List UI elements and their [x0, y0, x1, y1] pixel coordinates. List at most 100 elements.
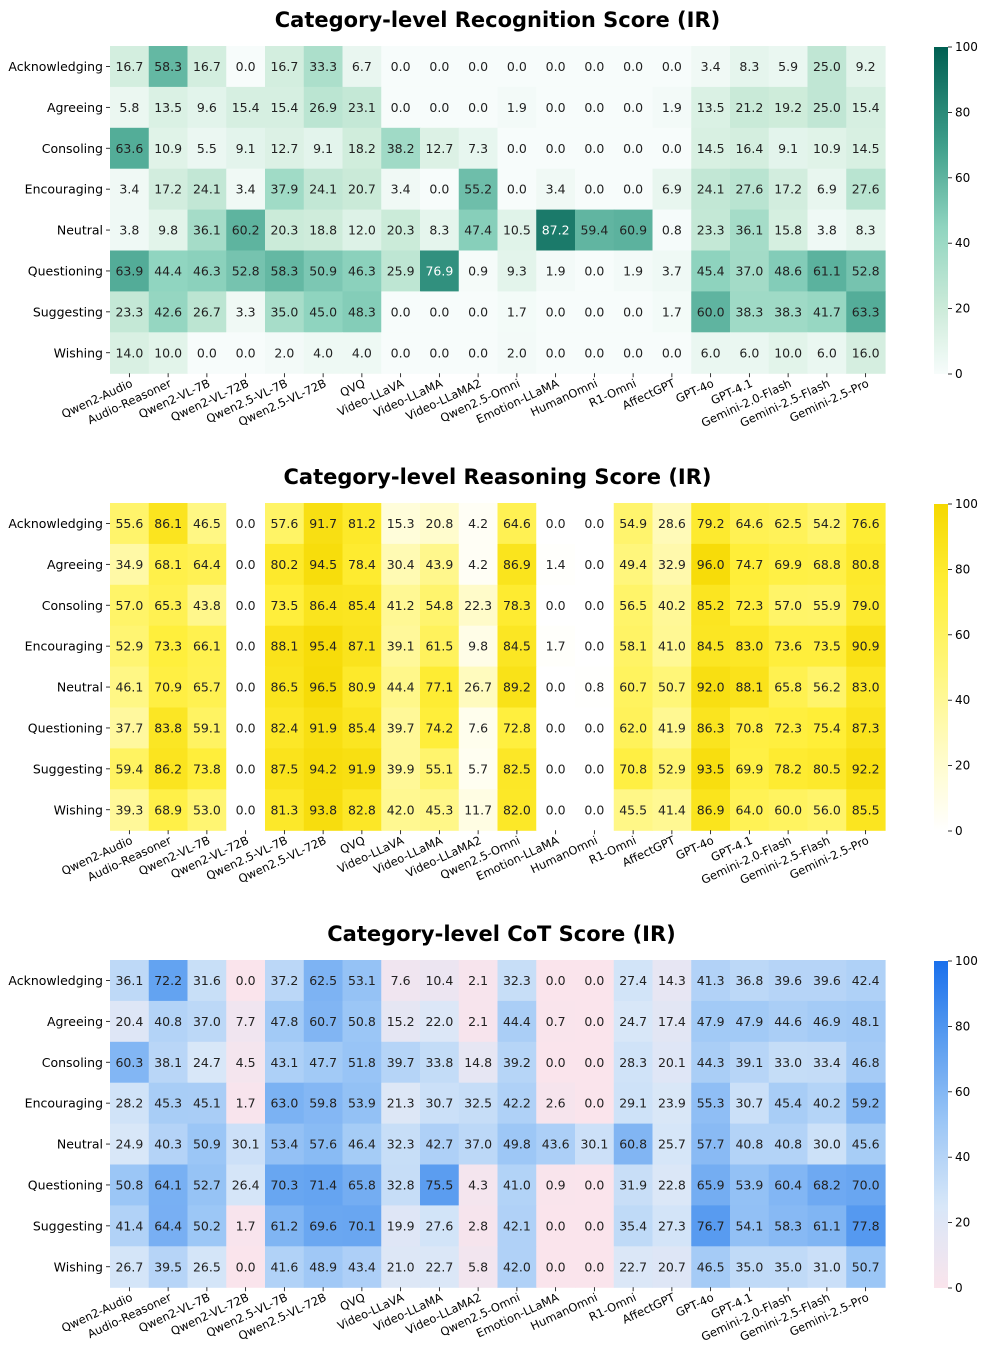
heatmap-cell [730, 1123, 770, 1166]
heatmap-cell [691, 789, 731, 831]
column-label: GPT-4o [673, 1290, 715, 1320]
cell-value-label: 89.2 [503, 680, 531, 695]
cell-value-label: 20.1 [658, 1055, 686, 1070]
cell-value-label: 73.5 [270, 598, 298, 613]
cell-value-label: 46.3 [348, 263, 376, 278]
cell-value-label: 96.5 [309, 680, 337, 695]
heatmap-cell [652, 748, 692, 790]
heatmap-cell [730, 666, 770, 709]
row-label: Questioning [28, 1177, 103, 1192]
cell-value-label: 24.1 [697, 182, 725, 197]
cell-value-label: 37.0 [464, 1137, 492, 1152]
cell-value-label: 86.9 [697, 802, 725, 817]
cell-value-label: 78.2 [774, 761, 802, 776]
cell-value-label: 57.7 [697, 1137, 725, 1152]
heatmap-panel-2: Category-level Reasoning Score (IR) 55.6 8… [8, 465, 978, 887]
cell-value-label: 8.3 [856, 223, 876, 238]
heatmap-cell [381, 1205, 421, 1247]
cell-value-label: 5.8 [119, 100, 139, 115]
heatmap-cell [730, 209, 770, 252]
heatmap-cell [768, 707, 809, 749]
cell-value-label: 33.3 [309, 59, 337, 74]
cell-value-label: 5.9 [778, 59, 798, 74]
cell-value-label: 96.0 [697, 557, 725, 572]
heatmap-cell [730, 127, 770, 170]
heatmap-cell [148, 1205, 189, 1247]
cell-value-label: 76.7 [697, 1218, 725, 1233]
cell-value-label: 72.3 [735, 598, 763, 613]
cell-value-label: 37.7 [115, 720, 143, 735]
heatmap-cell [691, 625, 731, 668]
heatmap-cell [381, 46, 421, 88]
heatmap-cell [846, 584, 886, 627]
heatmap-cell [458, 960, 499, 1002]
heatmap-cell [265, 127, 305, 170]
cell-value-label: 0.0 [584, 100, 604, 115]
cell-value-label: 19.9 [387, 1218, 415, 1233]
heatmap-cell [768, 789, 809, 831]
heatmap-cell [497, 291, 537, 333]
heatmap-cell [342, 1205, 382, 1247]
cell-value-label: 3.8 [119, 223, 139, 238]
colorbar-tick-label: 60 [955, 1085, 970, 1099]
heatmap-cell [807, 707, 847, 749]
heatmap-cell [536, 332, 576, 374]
heatmap-cell [846, 1000, 886, 1043]
cell-value-label: 23.1 [348, 100, 376, 115]
cell-value-label: 82.8 [348, 802, 376, 817]
cell-value-label: 91.7 [309, 516, 337, 531]
heatmap-cell [575, 666, 615, 709]
cell-value-label: 46.9 [813, 1014, 841, 1029]
cell-value-label: 6.0 [701, 345, 721, 360]
heatmap-cell [342, 291, 382, 333]
heatmap-cell [846, 625, 886, 668]
cell-value-label: 46.3 [193, 263, 221, 278]
heatmap-cell [110, 1205, 150, 1247]
cell-value-label: 53.1 [348, 973, 376, 988]
heatmap-cell [110, 1246, 150, 1288]
cell-value-label: 1.9 [662, 100, 682, 115]
cell-value-label: 58.3 [154, 59, 182, 74]
heatmap-cell [420, 584, 460, 627]
cell-value-label: 80.2 [270, 557, 298, 572]
heatmap-cell [497, 543, 537, 586]
cell-value-label: 52.8 [852, 263, 880, 278]
heatmap-cell [381, 1041, 421, 1084]
cell-value-label: 50.9 [309, 263, 337, 278]
heatmap-cell [536, 46, 576, 88]
cell-value-label: 12.0 [348, 223, 376, 238]
cell-value-label: 0.0 [468, 100, 488, 115]
colorbar-tick-label: 0 [955, 824, 963, 838]
cell-value-label: 59.1 [193, 720, 221, 735]
cell-value-label: 0.0 [623, 59, 643, 74]
heatmap-cell [148, 1082, 189, 1125]
row-label: Neutral [57, 223, 103, 238]
cell-value-label: 30.0 [813, 1137, 841, 1152]
cell-value-label: 0.0 [584, 59, 604, 74]
heatmap-cell [691, 127, 731, 170]
cell-value-label: 9.1 [778, 141, 798, 156]
cell-value-label: 10.4 [425, 973, 453, 988]
cell-value-label: 25.7 [658, 1137, 686, 1152]
cell-value-label: 0.0 [623, 100, 643, 115]
cell-value-label: 70.8 [735, 720, 763, 735]
cell-value-label: 79.0 [852, 598, 880, 613]
cell-value-label: 33.4 [813, 1055, 841, 1070]
cell-value-label: 46.8 [852, 1055, 880, 1070]
heatmap-cell [110, 291, 150, 333]
cell-value-label: 40.3 [154, 1137, 182, 1152]
heatmap-cell [458, 584, 499, 627]
heatmap-cell [613, 625, 654, 668]
heatmap-cell [691, 1205, 731, 1247]
cell-value-label: 47.4 [464, 223, 492, 238]
cell-value-label: 93.8 [309, 802, 337, 817]
cell-value-label: 54.8 [425, 598, 453, 613]
cell-value-label: 0.0 [391, 304, 411, 319]
cell-value-label: 92.2 [852, 761, 880, 776]
cell-value-label: 0.0 [236, 680, 256, 695]
cell-value-label: 32.3 [503, 973, 531, 988]
cell-value-label: 19.2 [774, 100, 802, 115]
heatmap-cell [420, 503, 460, 545]
heatmap-cell [420, 1164, 460, 1206]
heatmap-cell [575, 1164, 615, 1206]
